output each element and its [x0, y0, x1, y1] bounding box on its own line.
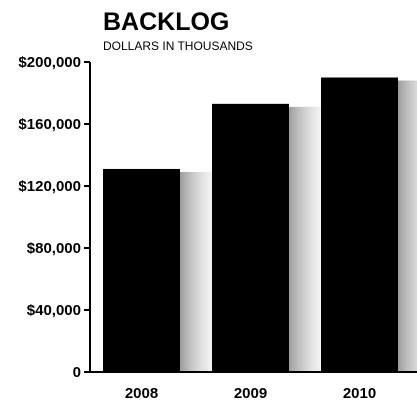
bar-shadow — [180, 171, 212, 372]
bar-2010 — [321, 77, 398, 372]
chart-title: BACKLOG — [103, 8, 229, 36]
x-axis: 2008 2009 2010 — [90, 371, 417, 402]
x-tick-label: 2008 — [125, 385, 158, 402]
bars-group — [103, 77, 417, 372]
y-axis: 0 $40,000 $80,000 $120,000 $160,000 $200,000 — [18, 54, 91, 381]
y-tick-label: $200,000 — [18, 54, 81, 71]
bar-shadow — [289, 106, 321, 372]
x-tick-label: 2010 — [343, 385, 376, 402]
x-tick-label: 2009 — [234, 385, 267, 402]
bar-2008 — [103, 168, 180, 372]
bar-2009 — [212, 103, 289, 372]
y-tick-label: $40,000 — [27, 302, 81, 319]
chart-subtitle: DOLLARS IN THOUSANDS — [103, 39, 253, 53]
y-tick-label: $80,000 — [27, 240, 81, 257]
y-tick-label: $120,000 — [18, 178, 81, 195]
bar-shadow — [398, 80, 417, 372]
y-tick-label: 0 — [73, 364, 81, 381]
y-tick-label: $160,000 — [18, 116, 81, 133]
